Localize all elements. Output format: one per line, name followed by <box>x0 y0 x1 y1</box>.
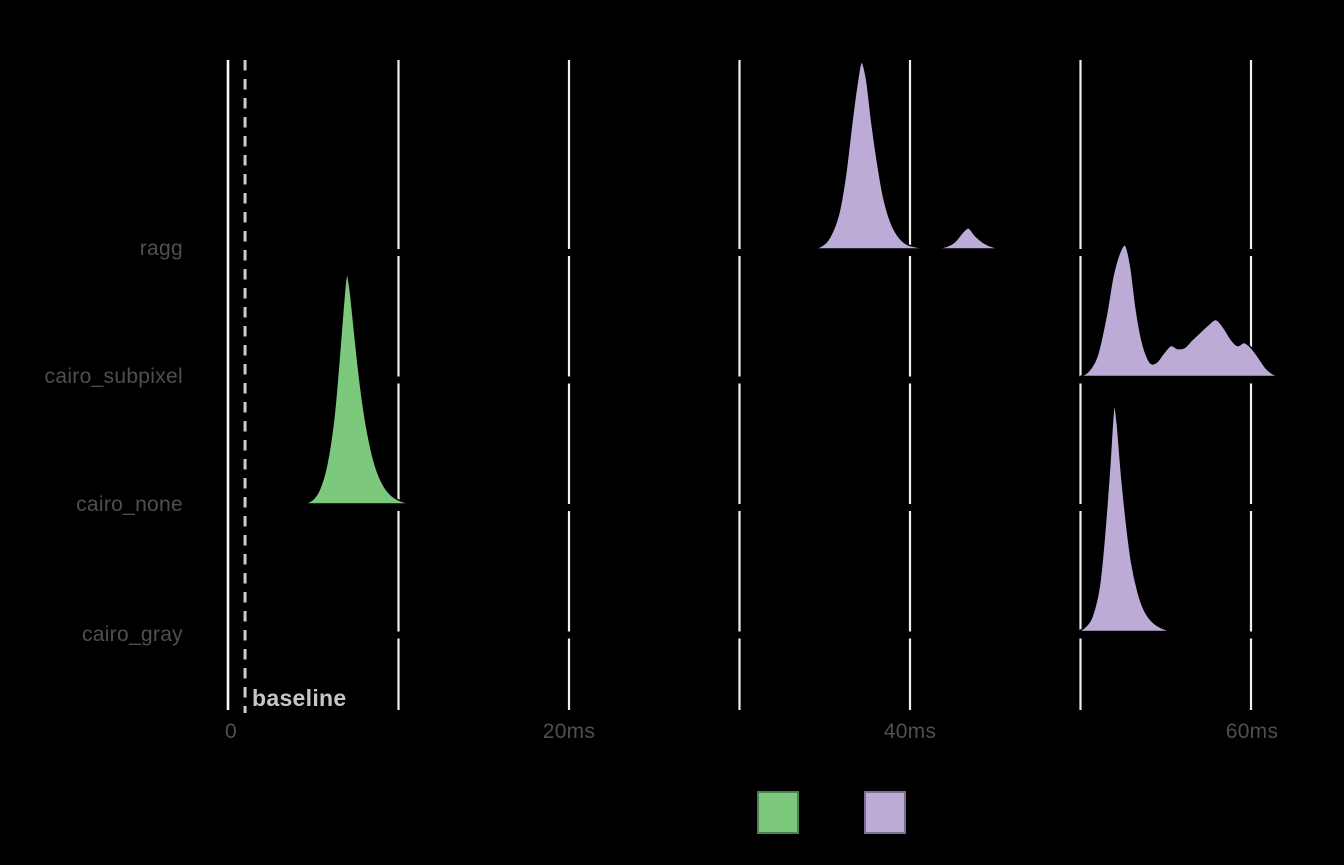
x-tick-label-40ms: 40ms <box>883 720 937 743</box>
y-axis-label-ragg: ragg <box>139 237 183 260</box>
y-axis-label-cairo-gray: cairo_gray <box>81 623 183 646</box>
density-ragg <box>810 61 1006 250</box>
density-cairo_subpixel <box>1078 244 1281 378</box>
x-tick-label-20ms: 20ms <box>542 720 596 743</box>
density-cairo_gray <box>1075 404 1180 633</box>
y-axis-label-cairo-none: cairo_none <box>76 493 183 516</box>
legend-swatch-green <box>757 791 799 834</box>
y-axis-label-cairo-subpixel: cairo_subpixel <box>44 365 183 388</box>
baseline-annotation-label: baseline <box>252 685 347 711</box>
density-cairo_none <box>301 273 418 505</box>
legend-swatch-purple <box>864 791 906 834</box>
x-tick-label-0: 0 <box>225 720 237 743</box>
x-tick-label-60ms: 60ms <box>1225 720 1279 743</box>
